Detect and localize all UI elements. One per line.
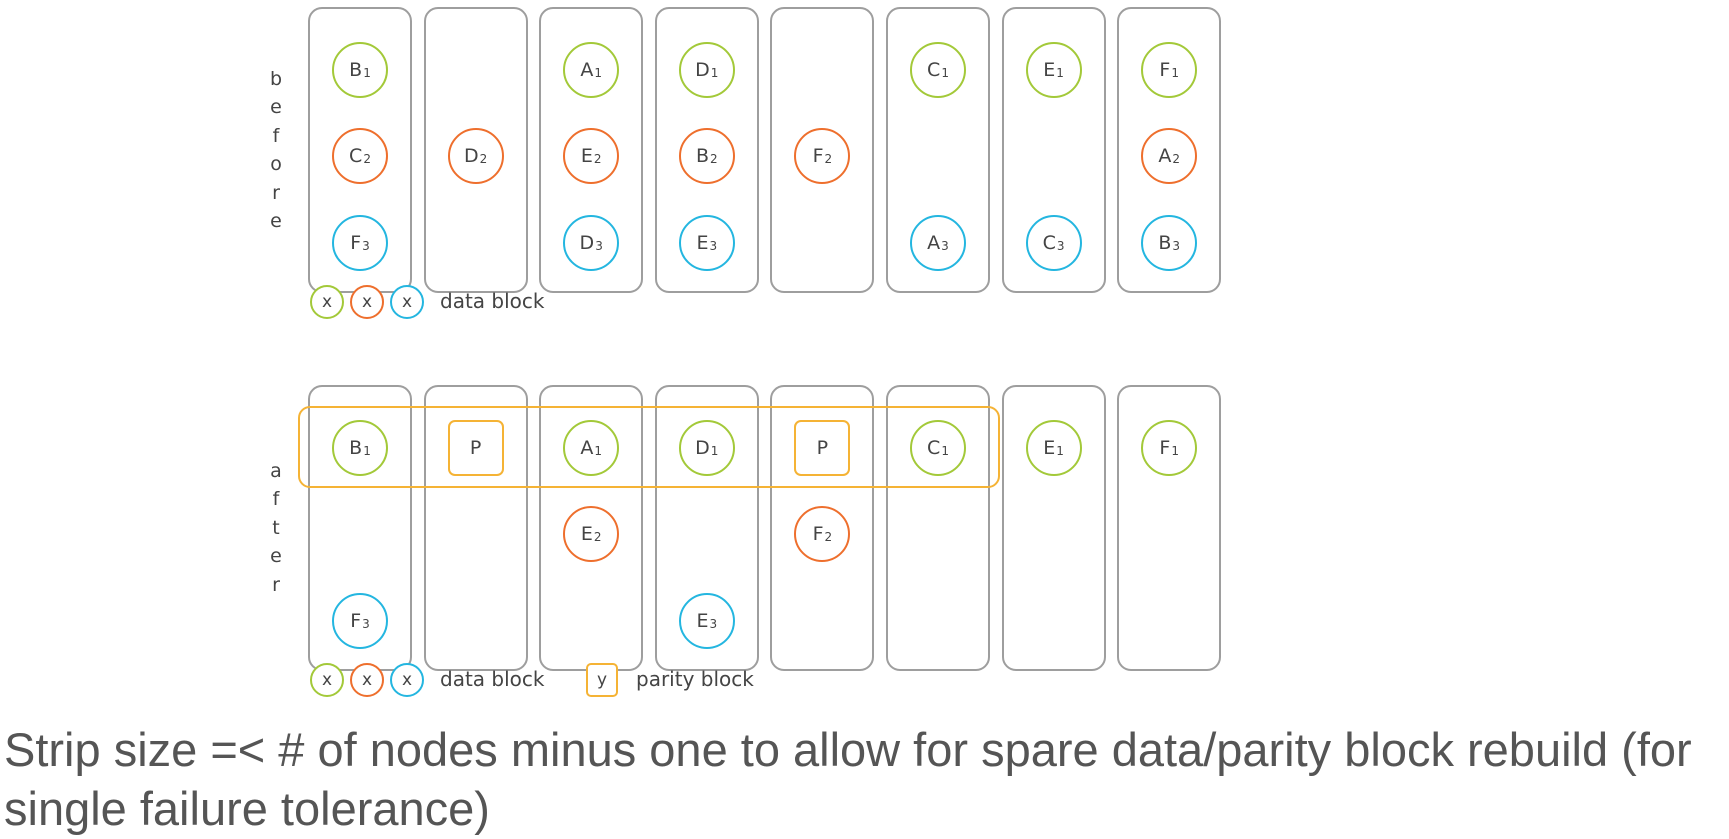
block-subscript: 3 [709, 617, 718, 631]
legend-green-circle: x [310, 285, 344, 319]
label-letter: e [270, 96, 282, 118]
before-node-column [423, 7, 528, 293]
legend-orange-circle: x [350, 663, 384, 697]
block-subscript: 1 [363, 444, 371, 458]
legend-blue-circle: x [390, 663, 424, 697]
after-node-column [1117, 385, 1222, 671]
after-node-column [654, 385, 759, 671]
block-subscript: 1 [1171, 444, 1179, 458]
block-subscript: 3 [941, 239, 949, 253]
block-subscript: 2 [363, 152, 371, 166]
block-subscript: 1 [710, 444, 719, 458]
block-subscript: 3 [709, 239, 718, 253]
before-node-column [886, 7, 990, 293]
block-subscript: 2 [593, 152, 602, 166]
before-node-column [539, 7, 644, 293]
legend-data-label: data block [440, 289, 545, 313]
before-node-column [654, 7, 759, 293]
label-letter: f [272, 124, 280, 147]
caption: Strip size =< # of nodes minus one to al… [4, 723, 1692, 835]
legend-parity-square: y [586, 663, 618, 697]
legend-blue-circle: x [390, 285, 424, 319]
after-node-column [423, 385, 528, 671]
block-subscript: 2 [824, 152, 833, 166]
block-subscript: 1 [1056, 66, 1064, 80]
label-letter: e [270, 210, 282, 232]
before-node-column [1117, 7, 1222, 293]
block-subscript: 1 [594, 66, 602, 80]
block-subscript: 3 [1172, 239, 1181, 253]
block-subscript: 1 [594, 444, 602, 458]
label-letter: t [272, 516, 280, 539]
block-subscript: 1 [941, 66, 949, 80]
label-letter: r [272, 573, 280, 596]
parity-block: P [447, 420, 504, 476]
block-subscript: 3 [362, 239, 370, 253]
block-subscript: 2 [593, 530, 602, 544]
legend-green-circle: x [310, 663, 344, 697]
block-subscript: 1 [363, 66, 371, 80]
block-subscript: 3 [362, 617, 370, 631]
block-subscript: 1 [1056, 444, 1064, 458]
before-node-column [770, 7, 875, 293]
block-subscript: 3 [595, 239, 603, 253]
block-subscript: 2 [710, 152, 718, 166]
before-node-column [1001, 7, 1106, 293]
after-node-column [770, 385, 875, 671]
legend-orange-circle: x [350, 285, 384, 319]
label-letter: r [272, 181, 280, 204]
block-subscript: 2 [479, 152, 488, 166]
parity-block: P [794, 420, 851, 476]
block-subscript: 3 [1056, 239, 1065, 253]
block-subscript: 2 [1172, 152, 1180, 166]
label-letter: f [272, 488, 280, 511]
label-letter: b [269, 67, 283, 90]
block-subscript: 1 [941, 444, 949, 458]
block-subscript: 1 [1171, 66, 1179, 80]
legend-data-label: data block [440, 667, 545, 691]
label-letter: a [270, 459, 282, 482]
after-node-column [1001, 385, 1106, 671]
after-node-column [886, 385, 990, 671]
block-subscript: 2 [824, 530, 833, 544]
legend-parity-label: parity block [636, 667, 754, 691]
label-letter: o [270, 153, 282, 175]
block-subscript: 1 [710, 66, 719, 80]
parity-stripe-outline [298, 406, 1000, 488]
label-letter: e [270, 545, 282, 568]
